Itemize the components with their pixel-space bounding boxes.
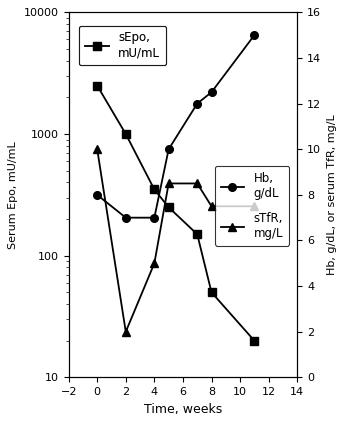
Y-axis label: Hb, g/dL, or serum TfR, mg/L: Hb, g/dL, or serum TfR, mg/L [327,114,337,275]
X-axis label: Time, weeks: Time, weeks [144,403,222,416]
Y-axis label: Serum Epo, mU/mL: Serum Epo, mU/mL [8,141,18,249]
Legend: sEpo,
mU/mL: sEpo, mU/mL [79,25,166,65]
Legend: Hb,
g/dL, sTfR,
mg/L: Hb, g/dL, sTfR, mg/L [215,166,289,245]
